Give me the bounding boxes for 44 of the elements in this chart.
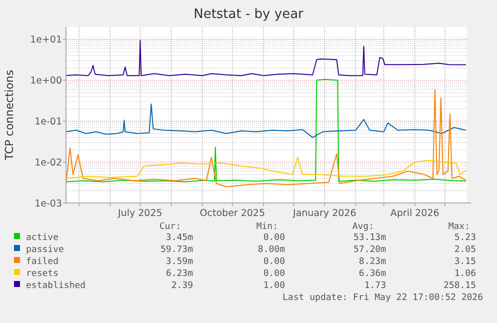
chart-title: Netstat - by year xyxy=(194,7,304,22)
line-series xyxy=(66,156,466,179)
x-tick-label: October 2025 xyxy=(200,208,266,219)
text: 2.05 xyxy=(454,245,476,255)
text: 57.20m xyxy=(353,245,386,255)
legend-label: established xyxy=(26,281,86,291)
y-axis-title: TCP connections xyxy=(3,70,16,162)
y-tick-label: 1e+00 xyxy=(30,76,62,87)
text: Last update: Fri May 22 17:00:52 2026 xyxy=(282,293,483,303)
y-tick-label: 1e-02 xyxy=(34,157,62,168)
text: 3.15 xyxy=(454,257,476,267)
text: Avg: xyxy=(352,222,374,232)
text: 6.36m xyxy=(358,269,386,279)
text: 3.59m xyxy=(166,257,193,267)
text: Cur: xyxy=(159,222,181,232)
legend-label: passive xyxy=(26,245,64,255)
x-tick-label: July 2025 xyxy=(117,208,162,219)
text: 1.00 xyxy=(263,281,285,291)
x-tick-label: April 2026 xyxy=(390,208,440,219)
text: 59.73m xyxy=(160,245,193,255)
line-series xyxy=(66,40,466,76)
text: 0.00 xyxy=(263,269,285,279)
text: 0.00 xyxy=(263,233,285,243)
legend-label: active xyxy=(26,233,59,243)
text: Max: xyxy=(448,222,470,232)
y-tick-label: 1e-01 xyxy=(34,116,62,128)
text: 258.15 xyxy=(443,281,476,291)
text: 6.23m xyxy=(166,269,193,279)
text: Min: xyxy=(256,222,278,232)
text: 1.06 xyxy=(454,269,476,279)
text: 53.13m xyxy=(353,233,386,243)
text: 8.23m xyxy=(358,257,386,267)
text: 3.45m xyxy=(166,233,193,243)
y-tick-label: 1e-03 xyxy=(34,198,62,210)
y-tick-label: 1e+01 xyxy=(30,34,62,46)
line-series xyxy=(66,104,466,138)
legend-label: resets xyxy=(26,269,59,279)
x-tick-label: January 2026 xyxy=(292,208,356,219)
text: 8.00m xyxy=(258,245,285,255)
legend-label: failed xyxy=(26,257,59,267)
text: 0.00 xyxy=(263,257,285,267)
text: 5.23 xyxy=(454,233,476,243)
text: 2.39 xyxy=(171,281,193,291)
text: 1.73 xyxy=(364,281,386,291)
